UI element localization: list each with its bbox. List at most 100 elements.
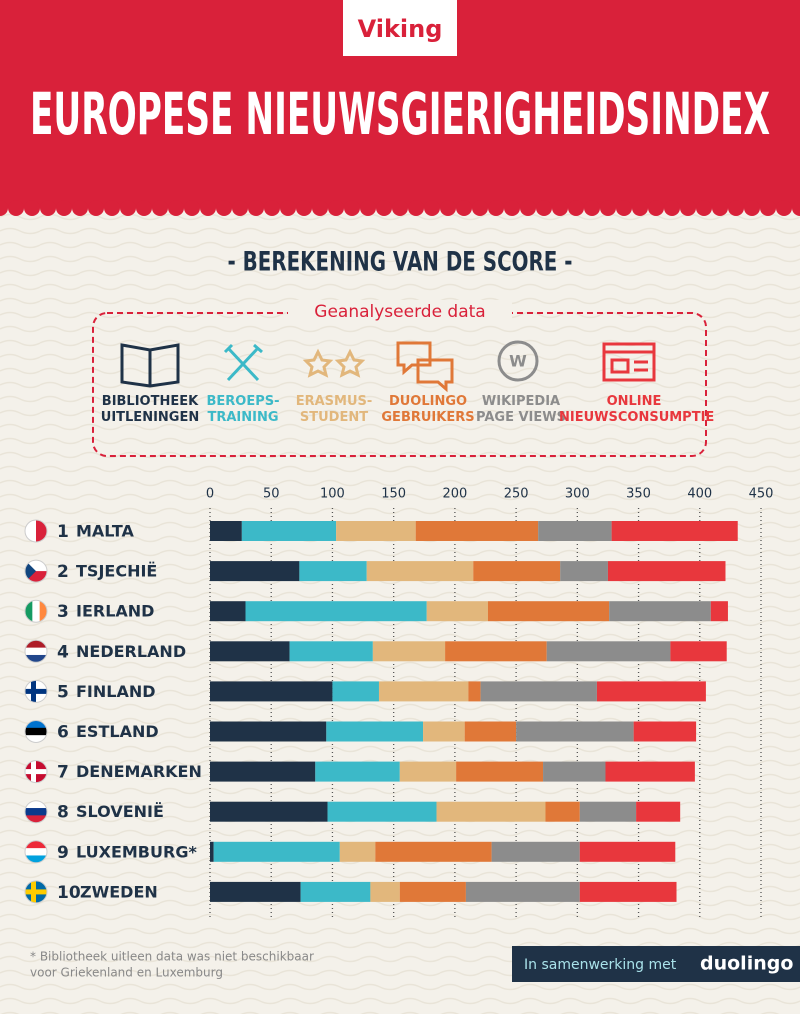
- legend-entry: BIBLIOTHEEK UITLENINGEN: [100, 394, 200, 426]
- flag-stripe: [25, 647, 47, 656]
- flag-stripe: [25, 855, 47, 863]
- bar-segment: [464, 721, 517, 742]
- header-scallop: [312, 200, 328, 216]
- header-scallop: [568, 200, 584, 216]
- bar-segment: [336, 521, 416, 541]
- header-scallop: [296, 200, 312, 216]
- flag-stripe: [25, 735, 47, 743]
- category-label: DENEMARKEN: [76, 762, 202, 781]
- bar-segment: [378, 681, 469, 702]
- flag: [25, 600, 47, 623]
- sources-title-bg: [288, 300, 512, 324]
- header-scallop: [0, 200, 8, 216]
- header-scallop: [440, 200, 456, 216]
- chat-icon: [396, 341, 454, 393]
- bar-segment: [480, 681, 597, 702]
- flag-border: [24, 760, 48, 784]
- bar-segment: [213, 841, 340, 862]
- category-label: ZWEDEN: [80, 882, 158, 901]
- bar-segment: [327, 801, 437, 822]
- flag-stripe: [25, 560, 47, 572]
- bar-segment: [399, 761, 457, 782]
- x-tick-label: 350: [626, 487, 651, 502]
- bar-segment: [210, 681, 333, 702]
- header-scallop: [152, 200, 168, 216]
- web-icon: [602, 342, 656, 382]
- globe-icon: [497, 340, 539, 382]
- flag: [25, 880, 47, 903]
- bar-segment: [445, 641, 547, 662]
- bar-segment: [210, 641, 290, 662]
- rank: 9: [57, 843, 69, 863]
- bar-segment: [710, 601, 728, 622]
- x-tick-label: 150: [381, 487, 406, 502]
- flag-border: [24, 639, 48, 663]
- bar-segment: [609, 601, 711, 622]
- category-label: TSJECHIË: [76, 562, 157, 581]
- flag: [25, 680, 47, 703]
- flag-stripe: [25, 600, 33, 623]
- flag-stripe: [25, 800, 47, 809]
- bar-segment: [372, 641, 446, 662]
- header-scallop: [200, 200, 216, 216]
- category-label: IERLAND: [76, 602, 154, 621]
- category-label: FINLAND: [76, 682, 156, 701]
- flag: [25, 560, 47, 583]
- header-scallop: [8, 200, 24, 216]
- x-tick-label: 0: [206, 487, 214, 502]
- rank: 4: [57, 642, 69, 662]
- legend-entry: DUOLINGO GEBRUIKERS: [381, 394, 475, 426]
- flag: [25, 640, 47, 663]
- bar-segment: [465, 881, 580, 902]
- flag: [25, 760, 47, 783]
- bar-segment: [473, 561, 561, 582]
- bar-segment: [210, 801, 328, 822]
- bar-segment: [579, 801, 637, 822]
- flag-stripe: [25, 815, 47, 823]
- x-tick-label: 200: [442, 487, 467, 502]
- header-scallop: [184, 200, 200, 216]
- bar-segment: [370, 881, 400, 902]
- legend-entry: BEROEPS- TRAINING: [206, 394, 280, 426]
- header-scallop: [360, 200, 376, 216]
- header-scallop: [664, 200, 680, 216]
- flag-cross: [31, 680, 36, 703]
- category-label: ESTLAND: [76, 722, 159, 741]
- footnote: voor Griekenland en Luxemburg: [30, 966, 223, 980]
- bar-segment: [210, 601, 246, 622]
- bar-segment: [456, 761, 544, 782]
- bar-segment: [538, 521, 612, 541]
- source-icons: [120, 340, 656, 393]
- header-scallop: [280, 200, 296, 216]
- header-scallop: [552, 200, 568, 216]
- subtitle: - BEREKENING VAN DE SCORE -: [228, 247, 573, 278]
- bar-segment: [210, 521, 242, 541]
- bar-segment: [399, 881, 466, 902]
- bar-segment: [415, 521, 539, 541]
- header-scallop: [792, 200, 800, 216]
- bar-segment: [315, 761, 400, 782]
- header-scallop: [232, 200, 248, 216]
- flag: [25, 840, 47, 863]
- tools-icon: [223, 343, 263, 382]
- bar-segment: [210, 881, 301, 902]
- bar-segment: [339, 841, 376, 862]
- flag-cross: [31, 760, 36, 783]
- header-scallop: [168, 200, 184, 216]
- header-scallop: [616, 200, 632, 216]
- bar-segment: [487, 601, 610, 622]
- flag-stripe: [25, 848, 47, 856]
- header-scallop: [600, 200, 616, 216]
- bar-segment: [210, 841, 214, 862]
- flag-border: [24, 720, 48, 743]
- flag-stripe: [32, 600, 41, 623]
- header-scallop: [376, 200, 392, 216]
- header-scallop: [120, 200, 136, 216]
- bar-segment: [579, 881, 677, 902]
- header-scallop: [488, 200, 504, 216]
- bar-segment: [210, 761, 316, 782]
- title: EUROPESE NIEUWSGIERIGHEIDSINDEX: [30, 80, 770, 148]
- flag-stripe: [25, 720, 47, 729]
- flag-border: [24, 559, 48, 583]
